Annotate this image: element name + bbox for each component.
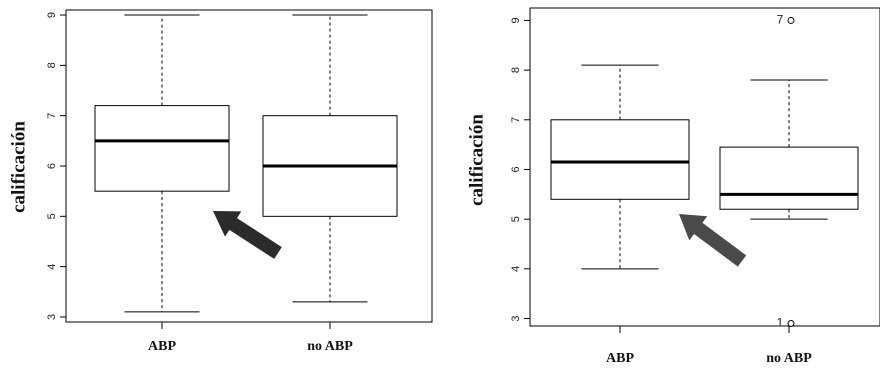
x-category-label: no ABP bbox=[766, 351, 812, 366]
outlier-label: 1 bbox=[777, 316, 784, 330]
y-tick-label: 4 bbox=[46, 264, 58, 270]
outlier-label: 7 bbox=[777, 13, 784, 27]
y-tick-label: 7 bbox=[46, 113, 58, 119]
y-tick-label: 5 bbox=[46, 213, 58, 219]
box-abp bbox=[550, 64, 690, 270]
y-tick-label: 7 bbox=[510, 117, 522, 123]
outlier-point bbox=[787, 320, 795, 328]
outlier-point bbox=[787, 16, 795, 24]
y-tick-label: 4 bbox=[510, 266, 522, 272]
arrow-annotation bbox=[213, 211, 282, 259]
y-tick-label: 3 bbox=[510, 315, 522, 321]
y-tick-label: 3 bbox=[46, 314, 58, 320]
y-tick-label: 8 bbox=[46, 62, 58, 68]
box-no-abp bbox=[262, 14, 398, 303]
y-tick-label: 9 bbox=[46, 12, 58, 18]
box-no-abp: 71 bbox=[719, 13, 859, 330]
y-tick-label: 5 bbox=[510, 216, 522, 222]
y-axis-label: calificación bbox=[8, 121, 29, 213]
iqr-box bbox=[719, 146, 859, 210]
y-axis-label: calificación bbox=[466, 114, 487, 206]
y-tick-label: 6 bbox=[46, 163, 58, 169]
iqr-box bbox=[550, 119, 690, 200]
y-tick-label: 6 bbox=[510, 166, 522, 172]
x-category-label: no ABP bbox=[307, 339, 353, 354]
plot-frame bbox=[529, 7, 880, 327]
box-abp bbox=[94, 14, 230, 313]
iqr-box bbox=[94, 105, 230, 192]
y-tick-label: 9 bbox=[510, 17, 522, 23]
x-category-label: ABP bbox=[606, 351, 634, 366]
arrow-annotation bbox=[679, 214, 747, 267]
boxplot-chart-left: 3 4 5 6 7 8 9 calificación ABP no ABP bbox=[8, 9, 433, 354]
y-tick-label: 8 bbox=[510, 67, 522, 73]
x-category-label: ABP bbox=[148, 339, 176, 354]
